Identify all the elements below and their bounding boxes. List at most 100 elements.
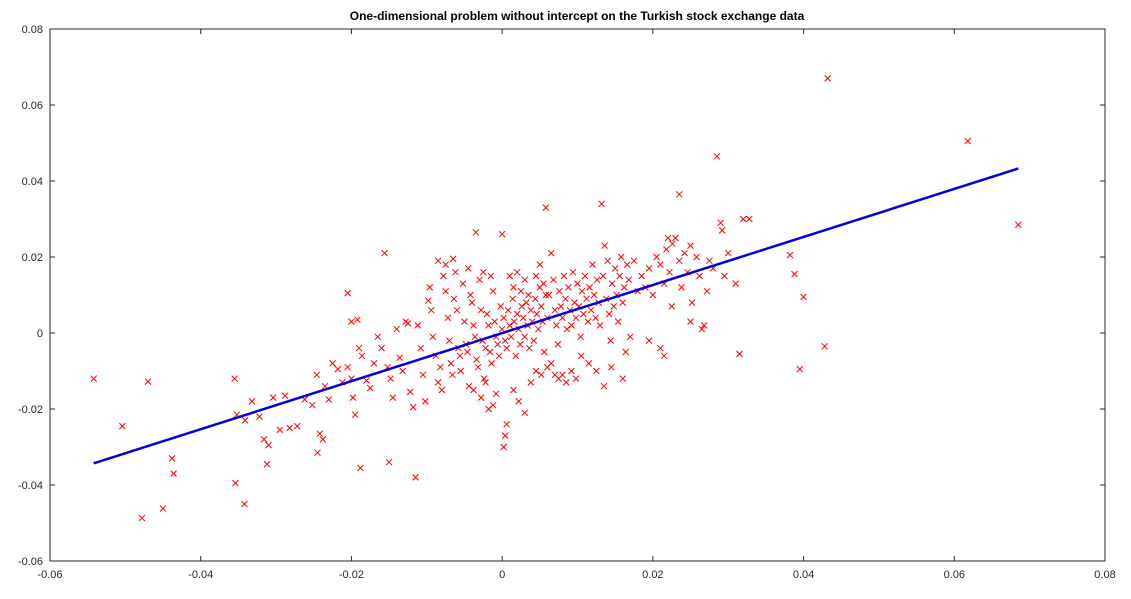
scatter-point: [450, 295, 458, 303]
y-tick-label: -0.06: [18, 556, 43, 568]
scatter-point: [550, 276, 557, 284]
scatter-point: [516, 341, 524, 348]
scatter-point: [540, 348, 548, 356]
scatter-point: [620, 284, 628, 291]
scatter-point: [732, 280, 740, 287]
scatter-point: [470, 386, 477, 394]
scatter-point: [596, 322, 604, 329]
scatter-point: [118, 422, 126, 430]
scatter-point: [473, 356, 480, 363]
scatter-point: [248, 398, 256, 405]
scatter-point: [551, 306, 559, 314]
scatter-point: [444, 314, 452, 322]
scatter-point: [645, 265, 653, 272]
scatter-point: [319, 436, 327, 443]
scatter-point: [583, 295, 590, 303]
scatter-point: [381, 249, 388, 257]
scatter-point: [534, 325, 542, 333]
scatter-point: [446, 337, 453, 344]
x-tick-label: 0: [499, 569, 505, 581]
scatter-point: [599, 272, 607, 280]
scatter-point: [577, 352, 585, 360]
scatter-point: [465, 382, 473, 390]
scatter-point: [370, 360, 378, 367]
scatter-point: [617, 253, 625, 261]
scatter-point: [536, 261, 544, 268]
scatter-point: [495, 352, 503, 360]
scatter-point: [687, 318, 694, 325]
scatter-point: [442, 287, 449, 295]
scatter-point: [464, 348, 471, 356]
scatter-point: [510, 386, 517, 394]
scatter-point: [598, 200, 605, 208]
scatter-point: [706, 257, 713, 265]
y-tick-label: 0.04: [22, 176, 43, 188]
scatter-point: [687, 242, 694, 249]
scatter-point: [293, 422, 301, 430]
scatter-point: [821, 342, 829, 350]
scatter-point: [565, 284, 572, 291]
scatter-point: [276, 426, 284, 434]
scatter-point: [525, 344, 533, 352]
scatter-point: [517, 287, 525, 295]
scatter-point: [281, 392, 289, 400]
scatter-markers: [90, 75, 1022, 522]
scatter-point: [387, 375, 394, 382]
scatter-point: [457, 367, 465, 375]
y-tick-label: -0.04: [18, 480, 43, 492]
scatter-point: [241, 417, 249, 424]
scatter-point: [424, 297, 432, 305]
scatter-point: [329, 360, 336, 367]
scatter-point: [604, 257, 611, 265]
scatter-point: [286, 424, 293, 432]
scatter-point: [515, 398, 523, 405]
scatter-point: [510, 318, 518, 325]
scatter-point: [472, 228, 480, 236]
scatter-point: [438, 386, 446, 394]
scatter-point: [385, 458, 393, 466]
scatter-point: [623, 261, 631, 268]
scatter-point: [482, 379, 489, 386]
scatter-point: [409, 403, 417, 411]
scatter-point: [512, 352, 520, 360]
scatter-point: [745, 215, 753, 223]
scatter-point: [485, 405, 492, 413]
scatter-point: [581, 272, 589, 280]
scatter-point: [389, 394, 397, 401]
scatter-point: [619, 375, 627, 382]
y-axis-ticks: -0.06 -0.04 -0.02 0 0.02 0.04 0.06 0.08: [18, 24, 1105, 568]
y-tick-label: 0: [37, 328, 43, 340]
scatter-point: [630, 257, 638, 265]
scatter-point: [467, 291, 474, 299]
plot-area-background: [50, 29, 1105, 561]
scatter-point: [605, 310, 613, 318]
scatter-point: [675, 190, 683, 198]
scatter-point: [562, 379, 570, 386]
scatter-point: [724, 249, 732, 257]
scatter-point: [532, 272, 540, 280]
scatter-point: [90, 375, 98, 382]
scatter-point: [577, 333, 584, 341]
scatter-point: [796, 365, 804, 373]
y-tick-label: 0.06: [22, 100, 43, 112]
scatter-point: [525, 291, 532, 299]
scatter-point: [477, 306, 485, 314]
scatter-point: [800, 293, 807, 301]
scatter-point: [696, 272, 703, 280]
scatter-point: [586, 284, 593, 291]
scatter-point: [590, 291, 598, 299]
scatter-point: [344, 363, 352, 371]
scatter-point: [607, 337, 615, 344]
x-tick-label: 0.06: [944, 569, 965, 581]
scatter-point: [572, 314, 580, 322]
scatter-point: [574, 280, 581, 287]
scatter-point: [571, 299, 578, 306]
scatter-point: [563, 325, 571, 333]
scatter-point: [622, 348, 630, 356]
scatter-point: [488, 360, 495, 367]
scatter-point: [518, 303, 526, 310]
scatter-point: [556, 287, 563, 295]
scatter-point: [504, 306, 512, 314]
scatter-point: [308, 401, 316, 409]
